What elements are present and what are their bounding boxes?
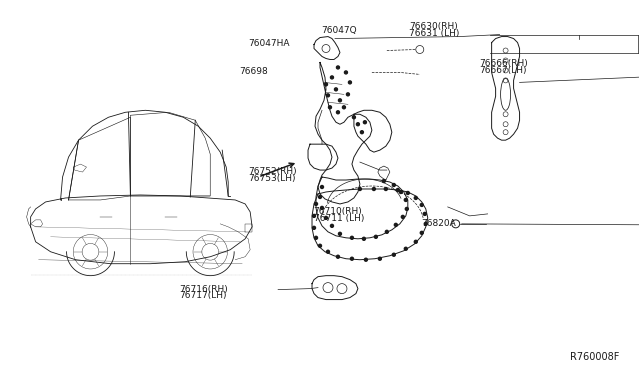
Circle shape	[385, 187, 387, 190]
Text: 76698: 76698	[239, 67, 268, 76]
Circle shape	[346, 93, 349, 96]
Circle shape	[364, 121, 366, 124]
Circle shape	[319, 244, 321, 247]
Circle shape	[392, 253, 396, 256]
Circle shape	[324, 217, 328, 219]
Circle shape	[420, 203, 423, 206]
Circle shape	[364, 258, 367, 261]
Circle shape	[414, 196, 417, 199]
Text: 76752(RH): 76752(RH)	[248, 167, 297, 176]
Circle shape	[420, 231, 423, 234]
Circle shape	[314, 236, 317, 239]
Circle shape	[401, 215, 404, 218]
Text: 76047HA: 76047HA	[248, 39, 290, 48]
Circle shape	[358, 187, 362, 190]
Circle shape	[321, 206, 323, 209]
Circle shape	[394, 223, 397, 226]
Circle shape	[396, 189, 399, 192]
Circle shape	[321, 186, 323, 189]
Circle shape	[312, 214, 316, 217]
Circle shape	[353, 116, 355, 119]
Circle shape	[326, 250, 330, 253]
Circle shape	[344, 71, 348, 74]
Circle shape	[326, 94, 330, 97]
Circle shape	[342, 106, 346, 109]
Circle shape	[328, 106, 332, 109]
Circle shape	[374, 235, 378, 238]
Circle shape	[324, 83, 328, 86]
Text: 76047Q: 76047Q	[321, 26, 357, 35]
Circle shape	[424, 222, 428, 225]
Circle shape	[356, 123, 360, 126]
Text: 76630(RH): 76630(RH)	[410, 22, 458, 31]
Circle shape	[330, 76, 333, 79]
Circle shape	[335, 88, 337, 91]
Circle shape	[330, 224, 333, 227]
Text: 76711 (LH): 76711 (LH)	[314, 214, 364, 223]
Circle shape	[314, 202, 317, 205]
Text: 76631 (LH): 76631 (LH)	[410, 29, 460, 38]
Text: 76820A: 76820A	[421, 219, 456, 228]
Text: 76667(LH): 76667(LH)	[479, 66, 527, 75]
Circle shape	[404, 198, 407, 202]
Circle shape	[378, 257, 381, 260]
Circle shape	[406, 192, 410, 195]
Circle shape	[351, 257, 353, 260]
Circle shape	[348, 81, 351, 84]
Text: 76717(LH): 76717(LH)	[179, 291, 227, 300]
Circle shape	[351, 236, 353, 239]
Text: 76710(RH): 76710(RH)	[314, 208, 362, 217]
Text: R760008F: R760008F	[570, 352, 620, 362]
Circle shape	[385, 230, 388, 233]
Circle shape	[404, 247, 407, 250]
Circle shape	[392, 183, 396, 186]
Circle shape	[405, 208, 408, 211]
Circle shape	[360, 131, 364, 134]
Circle shape	[337, 111, 339, 114]
Circle shape	[337, 66, 339, 69]
Circle shape	[382, 180, 385, 183]
Text: 76716(RH): 76716(RH)	[179, 285, 228, 294]
Circle shape	[372, 187, 376, 190]
Circle shape	[423, 212, 426, 215]
Text: 76753(LH): 76753(LH)	[248, 174, 296, 183]
Circle shape	[319, 195, 321, 198]
Circle shape	[362, 237, 365, 240]
Circle shape	[339, 232, 342, 235]
Circle shape	[414, 240, 417, 243]
Circle shape	[312, 226, 316, 229]
Circle shape	[399, 190, 403, 193]
Text: 76666(RH): 76666(RH)	[479, 59, 529, 68]
Circle shape	[337, 255, 339, 258]
Circle shape	[339, 99, 342, 102]
